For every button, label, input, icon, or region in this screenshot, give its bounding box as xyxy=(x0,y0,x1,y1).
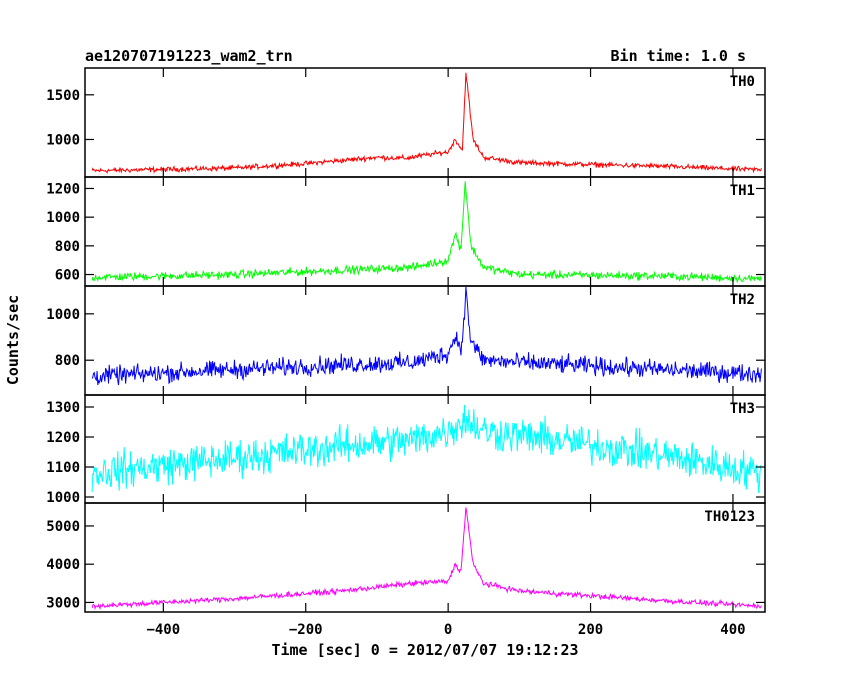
panel-th0123: 3000 4000 5000 TH0123 xyxy=(46,502,766,613)
x-tick-label: 400 xyxy=(720,622,745,638)
panel-th0: 1000 1500 TH0 xyxy=(46,67,766,178)
y-tick-label: 1000 xyxy=(46,307,80,323)
y-tick-label: 1000 xyxy=(46,490,80,506)
x-tick-label: −200 xyxy=(289,622,323,638)
y-tick-label: 3000 xyxy=(46,595,80,611)
panel-th1: 600 800 1000 1200 TH1 xyxy=(46,176,766,287)
y-tick-label: 4000 xyxy=(46,557,80,573)
panel-frame xyxy=(84,176,766,287)
y-tick-label: 600 xyxy=(55,268,80,284)
panel-th3: 1000 1100 1200 1300 TH3 xyxy=(46,394,766,506)
x-axis: −400 −200 0 200 400 xyxy=(146,622,745,638)
panel-th2: 800 1000 TH2 xyxy=(46,285,766,396)
series-line-th0 xyxy=(91,72,762,174)
bin-time-label: Bin time: 1.0 s xyxy=(611,47,746,65)
panel-frame xyxy=(84,67,766,178)
series-line-th2 xyxy=(91,286,762,386)
y-tick-label: 1000 xyxy=(46,210,80,226)
series-line-th0123 xyxy=(91,507,762,611)
y-tick-label: 800 xyxy=(55,353,80,369)
x-axis-title: Time [sec] 0 = 2012/07/07 19:12:23 xyxy=(271,641,578,659)
series-line-th1 xyxy=(91,181,762,284)
panel-frame xyxy=(84,285,766,396)
x-tick-label: 200 xyxy=(578,622,603,638)
panel-label: TH3 xyxy=(730,401,755,417)
panel-label: TH1 xyxy=(730,183,755,199)
panel-label: TH0123 xyxy=(704,509,755,525)
chart-title: ae120707191223_wam2_trn xyxy=(85,47,293,65)
y-tick-label: 1300 xyxy=(46,400,80,416)
y-axis-title: Counts/sec xyxy=(4,295,22,385)
y-tick-label: 5000 xyxy=(46,519,80,535)
panel-frame xyxy=(84,394,766,504)
light-curve-panels: 1000 1500 TH0 600 800 1000 1200 TH1 800 1000 TH2 10… xyxy=(46,67,766,613)
panel-frame xyxy=(84,502,766,613)
y-tick-label: 800 xyxy=(55,239,80,255)
panel-label: TH0 xyxy=(730,74,755,90)
panel-label: TH2 xyxy=(730,292,755,308)
y-tick-label: 1100 xyxy=(46,460,80,476)
y-tick-label: 1200 xyxy=(46,430,80,446)
y-tick-label: 1000 xyxy=(46,132,80,148)
series-line-th3 xyxy=(91,404,762,493)
y-tick-label: 1500 xyxy=(46,88,80,104)
x-tick-label: −400 xyxy=(146,622,180,638)
x-tick-label: 0 xyxy=(444,622,452,638)
y-tick-label: 1200 xyxy=(46,181,80,197)
